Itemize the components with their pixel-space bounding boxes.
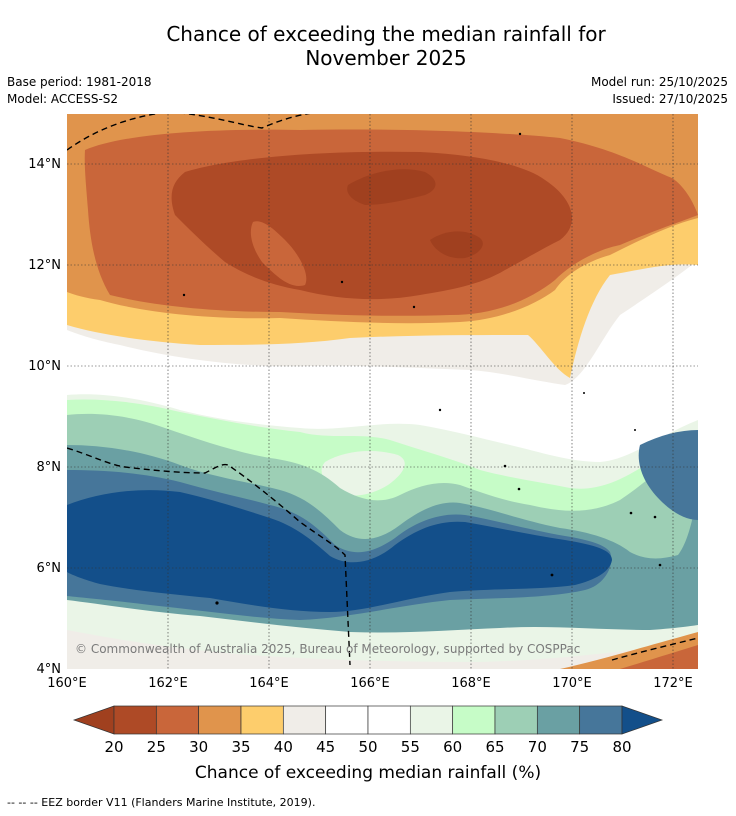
- colorbar-tick-40: 40: [274, 738, 293, 756]
- colorbar-segment-60-65: [452, 705, 496, 735]
- lon-label-168e: 168°E: [451, 676, 491, 691]
- copyright-notice: © Commonwealth of Australia 2025, Bureau…: [75, 642, 580, 656]
- title-line-1: Chance of exceeding the median rainfall …: [166, 22, 606, 46]
- colorbar-tick-45: 45: [316, 738, 335, 756]
- band-below-20-a: [347, 169, 436, 205]
- title-line-2: November 2025: [305, 46, 467, 70]
- lat-label-4n: 4°N: [37, 662, 62, 677]
- lat-label-6n: 6°N: [37, 561, 62, 576]
- lat-label-12n: 12°N: [28, 258, 61, 273]
- colorbar-segment-45-50: [325, 705, 369, 735]
- colorbar-segment-20-25: [113, 705, 157, 735]
- colorbar-title: Chance of exceeding median rainfall (%): [195, 763, 541, 783]
- colorbar: [72, 705, 664, 735]
- issued-date: Issued: 27/10/2025: [612, 92, 728, 106]
- band-southern-neutral: [67, 630, 698, 669]
- eez-border: [67, 114, 698, 666]
- band-60-65-inner: [321, 450, 405, 496]
- colorbar-tick-50: 50: [358, 738, 377, 756]
- colorbar-segment-75-80: [579, 705, 623, 735]
- colorbar-segment-55-60: [409, 705, 454, 735]
- meta-right: Model run: 25/10/2025 Issued: 27/10/2025: [591, 74, 728, 108]
- lon-label-164e: 164°E: [249, 676, 289, 691]
- model-run: Model run: 25/10/2025: [590, 75, 728, 89]
- colorbar-tick-55: 55: [401, 738, 420, 756]
- band-25-30-inner: [250, 221, 307, 286]
- lat-label-8n: 8°N: [37, 460, 62, 475]
- model-name: Model: ACCESS-S2: [7, 92, 119, 106]
- colorbar-labels: 20 25 30 35 40 45 50 55 60 65 70 75 80: [104, 738, 631, 756]
- lat-label-14n: 14°N: [28, 157, 61, 172]
- colorbar-segment-70-75: [536, 705, 581, 735]
- colorbar-tick-30: 30: [189, 738, 208, 756]
- band-se-drier: [620, 645, 698, 669]
- colorbar-segment-40-45: [282, 705, 327, 735]
- colorbar-segment-30-35: [198, 705, 242, 735]
- colorbar-segment-35-40: [240, 705, 284, 735]
- colorbar-tick-70: 70: [528, 738, 547, 756]
- colorbar-segment-50-55: [367, 705, 411, 735]
- rainfall-map: © Commonwealth of Australia 2025, Bureau…: [28, 114, 698, 783]
- lat-label-10n: 10°N: [28, 359, 61, 374]
- band-east-wet: [638, 430, 698, 520]
- band-southern-green: [67, 600, 698, 669]
- colorbar-arrow-high: [621, 705, 664, 735]
- colorbar-segment-25-30: [155, 705, 200, 735]
- map-field: © Commonwealth of Australia 2025, Bureau…: [67, 114, 698, 669]
- map-title: Chance of exceeding the median rainfall …: [0, 22, 736, 70]
- lon-label-162e: 162°E: [148, 676, 188, 691]
- colorbar-tick-20: 20: [104, 738, 123, 756]
- band-below-20-b: [430, 231, 483, 259]
- lon-label-172e: 172°E: [653, 676, 693, 691]
- eez-footnote: -- -- -- EEZ border V11 (Flanders Marine…: [7, 796, 316, 809]
- colorbar-tick-65: 65: [485, 738, 504, 756]
- lon-label-160e: 160°E: [47, 676, 87, 691]
- colorbar-tick-75: 75: [570, 738, 589, 756]
- colorbar-segment-65-70: [494, 705, 538, 735]
- colorbar-tick-35: 35: [231, 738, 250, 756]
- islands: [182, 132, 662, 605]
- colorbar-tick-25: 25: [147, 738, 166, 756]
- colorbar-tick-80: 80: [612, 738, 631, 756]
- colorbar-arrow-low: [72, 705, 115, 735]
- colorbar-tick-60: 60: [443, 738, 462, 756]
- lon-label-170e: 170°E: [552, 676, 592, 691]
- meta-left: Base period: 1981-2018 Model: ACCESS-S2: [7, 74, 152, 108]
- band-wettest: [67, 490, 612, 612]
- base-period: Base period: 1981-2018: [7, 75, 152, 89]
- lon-label-166e: 166°E: [350, 676, 390, 691]
- graticule: [67, 114, 698, 669]
